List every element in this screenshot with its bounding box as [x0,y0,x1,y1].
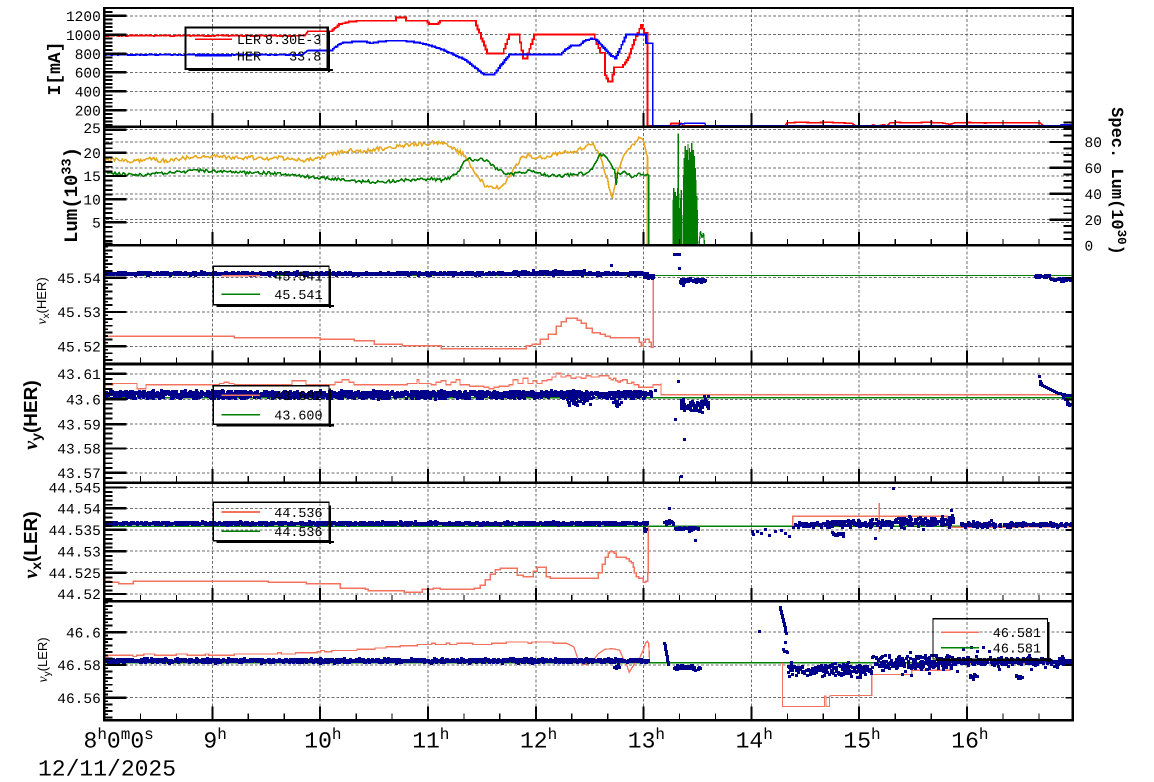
svg-text:20: 20 [1085,214,1102,230]
svg-text:44.536: 44.536 [274,526,322,541]
svg-text:45.541: 45.541 [274,271,322,286]
svg-text:44.53: 44.53 [57,545,101,561]
svg-text:43.58: 43.58 [57,443,101,459]
svg-text:33.8: 33.8 [289,50,321,65]
svg-text:10: 10 [83,193,100,209]
svg-text:Spec. Lum(1030): Spec. Lum(1030) [1106,107,1128,255]
svg-text:44.535: 44.535 [49,524,101,540]
svg-text:44.525: 44.525 [49,567,101,583]
svg-text:43.600: 43.600 [274,409,322,424]
svg-text:40: 40 [1085,188,1102,204]
svg-text:HER: HER [237,50,261,65]
svg-text:44.54: 44.54 [57,503,101,519]
svg-text:60: 60 [1085,162,1102,178]
svg-text:I[mA]: I[mA] [46,41,66,95]
svg-text:43.61: 43.61 [57,368,101,384]
svg-text:15: 15 [83,170,100,186]
svg-text:43.57: 43.57 [57,467,101,483]
svg-text:45.53: 45.53 [57,306,101,322]
svg-text:5: 5 [92,217,101,233]
svg-text:44.52: 44.52 [57,588,101,604]
svg-text:46.581: 46.581 [993,627,1041,642]
svg-text:νy(LER): νy(LER) [35,637,53,682]
svg-text:20: 20 [83,147,100,163]
svg-text:200: 200 [75,104,101,120]
svg-text:8.30E-3: 8.30E-3 [265,34,321,49]
svg-text:46.6: 46.6 [66,626,101,642]
svg-text:46.56: 46.56 [57,692,101,708]
svg-text:45.541: 45.541 [274,289,322,304]
svg-text:1000: 1000 [66,29,101,45]
svg-text:46.581: 46.581 [993,643,1041,658]
svg-text:43.6: 43.6 [66,394,101,410]
svg-text:1200: 1200 [66,10,101,26]
svg-text:600: 600 [75,67,101,83]
svg-text:44.536: 44.536 [274,507,322,522]
svg-text:LER: LER [237,34,261,49]
svg-text:8h0m0s: 8h0m0s [84,726,154,755]
svg-text:45.52: 45.52 [57,341,101,357]
svg-text:80: 80 [1085,136,1102,152]
svg-text:400: 400 [75,86,101,102]
svg-text:νx(LER): νx(LER) [20,511,44,578]
svg-text:43.602: 43.602 [274,390,322,405]
svg-text:0: 0 [1085,239,1094,255]
svg-text:45.54: 45.54 [57,272,101,288]
svg-text:νy(HER): νy(HER) [20,380,44,449]
svg-text:12/11/2025: 12/11/2025 [38,757,176,782]
svg-text:25: 25 [83,122,100,138]
svg-text:800: 800 [75,48,101,64]
svg-text:43.59: 43.59 [57,418,101,434]
svg-text:44.545: 44.545 [49,482,101,498]
svg-text:46.58: 46.58 [57,659,101,675]
svg-text:νx(HER): νx(HER) [34,277,52,324]
